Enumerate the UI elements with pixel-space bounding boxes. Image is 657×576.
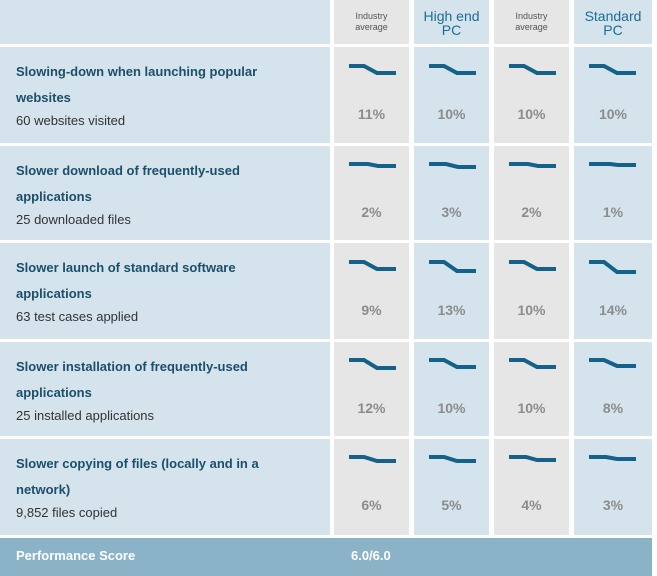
row-2-cell-3: 2% [494,146,569,240]
performance-score-label: Performance Score [16,548,136,563]
row-4-label: Slower installation of frequently-used a… [0,342,330,436]
row-5-cell-3: 4% [494,439,569,535]
row-4-title-line2: applications [16,385,92,400]
row-3-cell-4-value: 14% [598,302,628,318]
row-2-cell-2-value: 3% [441,204,462,220]
row-4-cell-1: 12% [334,342,409,436]
header-col-3: Industry average [494,0,569,44]
row-2-cell-1-trend-icon [349,162,396,168]
row-3-cell-3: 10% [494,243,569,339]
header-col-4-line1: Standard [584,8,642,24]
row-1-cell-1-value: 11% [357,106,386,122]
row-2-cell-2-trend-icon [429,162,476,169]
row-1-cell-3-value: 10% [517,106,546,122]
row-5-cell-4-value: 3% [602,497,624,513]
row-3-cell-2-trend-icon [429,260,476,273]
row-5-cell-2-value: 5% [441,497,462,513]
row-1-cell-4-trend-icon [589,64,636,75]
header-col-1-line2: average [355,22,388,32]
row-2-cell-1-value: 2% [361,204,382,220]
row-1-cell-4-value: 10% [598,106,628,122]
performance-score-value: 6.0/6.0 [351,548,391,563]
row-3-cell-4: 14% [574,243,652,339]
row-5-cell-1-trend-icon [349,455,396,463]
row-3-cell-3-trend-icon [509,260,556,271]
row-5-cell-1-value: 6% [361,497,382,513]
row-1-cell-1: 11% [334,47,409,143]
header-col-2-line1: High end [423,8,480,24]
performance-score-bar: Performance Score 6.0/6.0 [0,538,652,576]
row-4-cell-2-value: 10% [437,400,466,416]
row-2-cell-4-value: 1% [602,204,624,220]
row-5-cell-4-trend-icon [589,455,636,461]
row-3-cell-3-value: 10% [517,302,546,318]
row-1-cell-1-trend-icon [349,64,396,75]
row-2-cell-2: 3% [414,146,489,240]
row-5-cell-3-value: 4% [521,497,542,513]
header-col-3-line1: Industry [515,11,548,21]
header-label-cell [0,0,330,44]
row-3-title-line1: Slower launch of standard software [16,260,236,275]
row-1-title-line1: Slowing-down when launching popular [16,64,258,79]
row-4-cell-3: 10% [494,342,569,436]
row-3-label: Slower launch of standard software appli… [0,243,330,339]
row-2-title-line2: applications [16,189,92,204]
row-2-cell-4-trend-icon [589,162,636,167]
row-4-cell-4-trend-icon [589,358,636,368]
row-4-cell-4: 8% [574,342,652,436]
row-1-subtitle: 60 websites visited [16,113,126,128]
header-col-1-line1: Industry [355,11,388,21]
row-5-label: Slower copying of files (locally and in … [0,439,330,535]
row-3-cell-1-value: 9% [361,302,382,318]
row-1-cell-3-trend-icon [509,64,556,75]
row-4-cell-2-trend-icon [429,358,476,369]
row-4-title-line1: Slower installation of frequently-used [16,359,248,374]
row-3-title-line2: applications [16,286,92,301]
row-2-cell-3-trend-icon [509,162,556,168]
row-3-cell-2-value: 13% [437,302,466,318]
row-4-cell-1-trend-icon [349,358,396,370]
row-4-cell-2: 10% [414,342,489,436]
row-1-cell-4: 10% [574,47,652,143]
row-2-subtitle: 25 downloaded files [16,212,131,227]
row-5-cell-2-trend-icon [429,455,476,463]
row-4-cell-4-value: 8% [602,400,624,416]
row-5-cell-4: 3% [574,439,652,535]
row-4-cell-3-trend-icon [509,358,556,369]
header-col-3-line2: average [515,22,548,32]
row-5-title-line1: Slower copying of files (locally and in … [16,456,259,471]
row-3-cell-2: 13% [414,243,489,339]
row-3-cell-1-trend-icon [349,260,396,271]
row-5-cell-2: 5% [414,439,489,535]
row-2-cell-3-value: 2% [521,204,542,220]
row-1-cell-2-value: 10% [437,106,466,122]
header-col-1: Industry average [334,0,409,44]
header-col-4: Standard PC [574,0,652,44]
row-1-label: Slowing-down when launching popular webs… [0,47,330,143]
header-col-2: High end PC [414,0,489,44]
row-3-subtitle: 63 test cases applied [16,309,139,324]
row-5-cell-1: 6% [334,439,409,535]
row-1-title-line2: websites [16,90,71,105]
row-2-cell-4: 1% [574,146,652,240]
row-2-title-line1: Slower download of frequently-used [16,163,240,178]
row-3-cell-1: 9% [334,243,409,339]
row-1-cell-3: 10% [494,47,569,143]
row-5-cell-3-trend-icon [509,455,556,462]
row-5-subtitle: 9,852 files copied [16,505,118,520]
row-4-cell-1-value: 12% [357,400,386,416]
row-1-cell-2-trend-icon [429,64,476,75]
row-5-title-line2: network) [16,482,71,497]
row-4-subtitle: 25 installed applications [16,408,155,423]
row-4-cell-3-value: 10% [517,400,546,416]
header-col-4-line2: PC [603,22,623,38]
row-1-cell-2: 10% [414,47,489,143]
row-3-cell-4-trend-icon [589,260,636,274]
row-2-cell-1: 2% [334,146,409,240]
header-col-2-line2: PC [441,22,462,38]
row-2-label: Slower download of frequently-used appli… [0,146,330,240]
